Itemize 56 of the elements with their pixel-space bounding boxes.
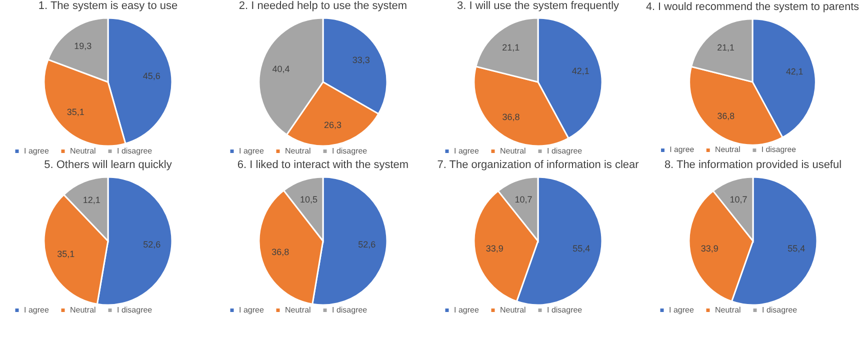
data-label: 33,9 [700, 243, 718, 254]
legend-label: Neutral [500, 146, 526, 156]
legend-label: Neutral [70, 146, 96, 156]
legend-label: Neutral [715, 145, 741, 154]
data-label: 26,3 [323, 120, 341, 130]
chart-title: 1. The system is easy to use [38, 0, 178, 12]
chart-title: 8. The information provided is useful [664, 159, 842, 171]
legend-label: I agree [238, 305, 264, 314]
legend-label: I disagree [761, 145, 797, 154]
legend-label: I disagree [116, 146, 152, 156]
chart-title: 7. The organization of information is clear [436, 159, 639, 171]
data-label: 21,1 [502, 42, 520, 52]
data-label: 40,4 [272, 64, 290, 74]
chart-title: 2. I needed help to use the system [238, 0, 407, 12]
chart-title: 4. I would recommend the system to parents [646, 0, 860, 13]
legend-label: I agree [454, 305, 479, 314]
data-label: 10,5 [299, 194, 317, 204]
data-label: 35,1 [66, 106, 84, 117]
data-label: 42,1 [786, 66, 804, 76]
legend-label: Neutral [500, 305, 526, 314]
legend-label: I agree [668, 305, 694, 314]
data-label: 55,4 [787, 243, 805, 254]
legend-label: I disagree [332, 305, 368, 314]
legend-label: I disagree [546, 305, 582, 314]
legend-label: I agree [238, 146, 264, 156]
legend-label: I agree [670, 145, 695, 154]
data-label: 36,8 [271, 246, 289, 257]
legend-label: I agree [24, 146, 49, 156]
data-label: 35,1 [56, 248, 74, 259]
data-label: 55,4 [572, 243, 590, 254]
legend-label: I disagree [546, 146, 582, 156]
chart-title: 3. I will use the system frequently [456, 0, 620, 12]
data-label: 52,6 [358, 240, 376, 250]
legend-label: I agree [454, 146, 479, 156]
data-label: 10,7 [514, 194, 532, 204]
legend-label: Neutral [284, 305, 311, 314]
data-label: 36,8 [502, 112, 520, 122]
data-label: 19,3 [74, 40, 92, 51]
data-label: 12,1 [82, 195, 100, 206]
legend-label: Neutral [284, 146, 311, 156]
data-label: 10,7 [729, 194, 747, 204]
legend-label: I agree [24, 305, 49, 314]
data-label: 33,9 [485, 243, 503, 254]
legend-label: I disagree [332, 146, 368, 156]
legend-label: I disagree [116, 305, 152, 314]
data-label: 21,1 [717, 42, 734, 53]
legend-label: Neutral [70, 305, 96, 314]
chart-title: 6. I liked to interact with the system [236, 159, 408, 171]
legend-label: I disagree [762, 305, 798, 314]
data-label: 45,6 [142, 70, 160, 81]
data-label: 33,3 [352, 54, 370, 65]
data-label: 42,1 [571, 66, 589, 76]
data-label: 36,8 [717, 111, 735, 122]
legend-label: Neutral [714, 305, 741, 314]
chart-title: 5. Others will learn quickly [44, 159, 172, 171]
data-label: 52,6 [142, 240, 160, 250]
